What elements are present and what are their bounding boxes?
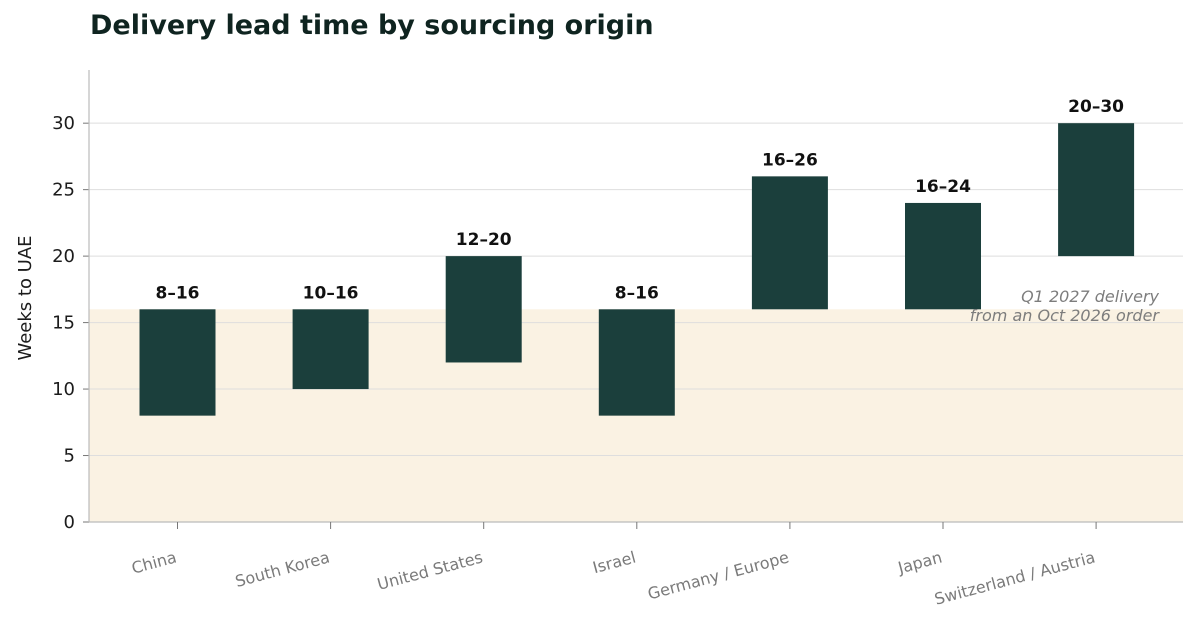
x-category-label: China bbox=[129, 548, 178, 578]
range-bar bbox=[598, 309, 675, 416]
y-tick-label: 25 bbox=[52, 180, 75, 201]
data-label: 8–16 bbox=[615, 283, 659, 303]
y-tick-label: 5 bbox=[64, 446, 75, 467]
x-category-label: South Korea bbox=[233, 548, 332, 591]
y-tick-label: 0 bbox=[64, 512, 75, 533]
data-label: 8–16 bbox=[156, 283, 200, 303]
range-bar bbox=[905, 202, 981, 310]
x-category-label: Japan bbox=[895, 548, 944, 578]
y-tick-label: 20 bbox=[52, 246, 75, 267]
x-category-label: Germany / Europe bbox=[646, 548, 791, 604]
data-label: 12–20 bbox=[456, 230, 512, 250]
chart-title: Delivery lead time by sourcing origin bbox=[90, 10, 654, 41]
x-category-label: Switzerland / Austria bbox=[932, 548, 1097, 609]
range-bar bbox=[1058, 123, 1135, 257]
band-note-line-1: Q1 2027 delivery bbox=[1021, 287, 1159, 306]
data-label: 10–16 bbox=[303, 283, 359, 303]
band-note-line-2: from an Oct 2026 order bbox=[970, 306, 1161, 325]
x-category-label: United States bbox=[375, 548, 485, 594]
range-bar bbox=[139, 309, 216, 416]
y-tick-label: 15 bbox=[52, 313, 75, 334]
y-tick-label: 30 bbox=[52, 113, 75, 134]
data-label: 16–24 bbox=[915, 177, 971, 197]
range-bar bbox=[751, 176, 828, 310]
y-axis-title: Weeks to UAE bbox=[15, 235, 36, 360]
data-label: 20–30 bbox=[1068, 97, 1124, 117]
data-label: 16–26 bbox=[762, 150, 818, 170]
x-category-label: Israel bbox=[591, 548, 638, 578]
y-tick-label: 10 bbox=[52, 379, 75, 400]
range-bar bbox=[292, 309, 369, 390]
range-bar bbox=[445, 256, 522, 363]
